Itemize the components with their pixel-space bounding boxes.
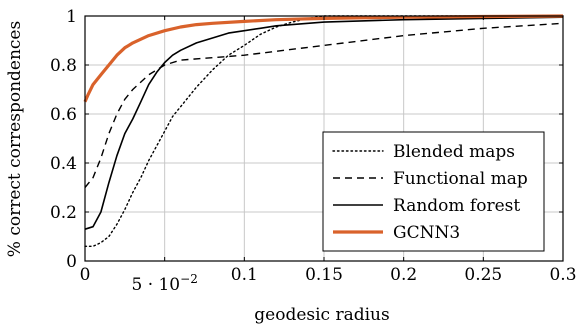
y-axis-label: % correct correspondences xyxy=(5,21,25,257)
x-tick-label: 0.15 xyxy=(305,265,343,285)
x-tick-label: 0.1 xyxy=(231,265,258,285)
legend: Blended maps Functional map Random forest G… xyxy=(322,131,545,252)
legend-label-blended-maps: Blended maps xyxy=(393,142,515,162)
y-tick-label: 0.8 xyxy=(50,56,77,76)
series-line-functional-map xyxy=(84,22,564,188)
x-tick-labels: 0 5 · 10−2 0.1 0.15 0.2 0.25 0.3 xyxy=(80,265,577,295)
y-tick-label: 0.6 xyxy=(50,105,77,125)
x-tick-label: 0.25 xyxy=(464,265,502,285)
y-tick-labels: 0 0.2 0.4 0.6 0.8 1 xyxy=(50,7,77,272)
tick-marks xyxy=(84,15,564,262)
x-tick-label: 0 xyxy=(80,265,91,285)
y-tick-label: 0.2 xyxy=(50,203,77,223)
x-tick-label: 0.2 xyxy=(390,265,417,285)
x-tick-label: 0.3 xyxy=(549,265,576,285)
legend-label-gcnn3: GCNN3 xyxy=(393,223,460,243)
x-axis-label: geodesic radius xyxy=(254,305,389,325)
series-line-random-forest xyxy=(84,16,564,230)
legend-label-random-forest: Random forest xyxy=(393,196,520,216)
y-tick-label: 1 xyxy=(66,7,77,27)
legend-label-functional-map: Functional map xyxy=(393,169,528,189)
y-tick-label: 0 xyxy=(66,252,77,272)
x-tick-label: 5 · 10−2 xyxy=(131,272,197,295)
y-tick-label: 0.4 xyxy=(50,154,77,174)
